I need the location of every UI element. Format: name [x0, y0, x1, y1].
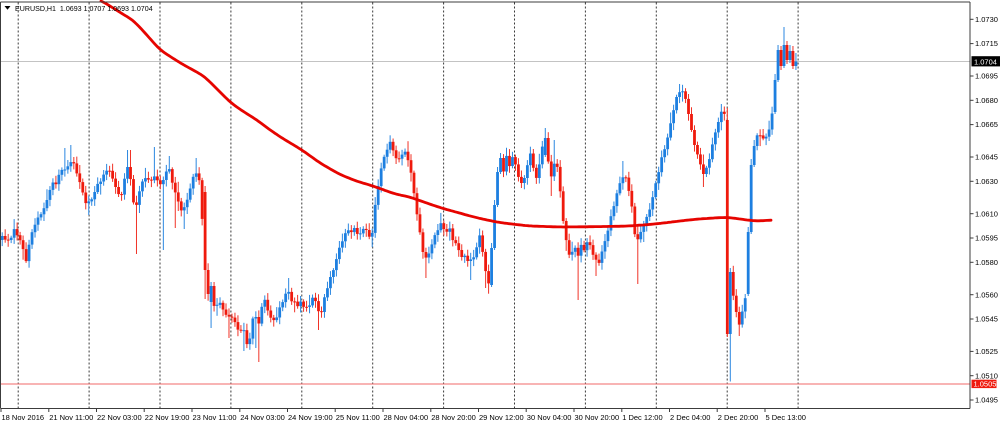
svg-text:1 Dec 12:00: 1 Dec 12:00 [622, 413, 662, 422]
svg-text:22 Nov 03:00: 22 Nov 03:00 [97, 413, 142, 422]
svg-text:1.0560: 1.0560 [975, 290, 998, 299]
svg-text:1.0715: 1.0715 [975, 39, 998, 48]
svg-text:1.0704: 1.0704 [974, 57, 997, 66]
svg-text:24 Nov 19:00: 24 Nov 19:00 [288, 413, 333, 422]
svg-text:30 Nov 20:00: 30 Nov 20:00 [575, 413, 620, 422]
svg-text:1.0645: 1.0645 [975, 153, 998, 162]
svg-text:1.0680: 1.0680 [975, 96, 998, 105]
svg-text:1.0595: 1.0595 [975, 234, 998, 243]
svg-text:1.0630: 1.0630 [975, 177, 998, 186]
svg-text:1.0525: 1.0525 [975, 347, 998, 356]
svg-text:EURUSD,H1 1.0693 1.0707 1.069: EURUSD,H1 1.0693 1.0707 1.0693 1.0704 [15, 5, 153, 13]
svg-text:1.0695: 1.0695 [975, 72, 998, 81]
svg-text:1.0495: 1.0495 [975, 396, 998, 405]
svg-text:5 Dec 13:00: 5 Dec 13:00 [766, 413, 806, 422]
svg-text:1.0730: 1.0730 [975, 15, 998, 24]
svg-text:2 Dec 20:00: 2 Dec 20:00 [718, 413, 758, 422]
svg-text:1.0580: 1.0580 [975, 258, 998, 267]
svg-text:25 Nov 11:00: 25 Nov 11:00 [336, 413, 380, 422]
svg-text:23 Nov 11:00: 23 Nov 11:00 [193, 413, 237, 422]
svg-text:28 Nov 20:00: 28 Nov 20:00 [431, 413, 476, 422]
svg-text:18 Nov 2016: 18 Nov 2016 [2, 413, 45, 422]
svg-text:2 Dec 04:00: 2 Dec 04:00 [670, 413, 710, 422]
svg-text:29 Nov 12:00: 29 Nov 12:00 [479, 413, 524, 422]
svg-text:28 Nov 04:00: 28 Nov 04:00 [384, 413, 429, 422]
svg-text:21 Nov 11:00: 21 Nov 11:00 [49, 413, 93, 422]
svg-text:1.0545: 1.0545 [975, 315, 998, 324]
svg-text:1.0610: 1.0610 [975, 209, 998, 218]
svg-text:22 Nov 19:00: 22 Nov 19:00 [145, 413, 190, 422]
svg-text:30 Nov 04:00: 30 Nov 04:00 [527, 413, 572, 422]
svg-text:24 Nov 03:00: 24 Nov 03:00 [240, 413, 285, 422]
svg-text:1.0665: 1.0665 [975, 120, 998, 129]
svg-text:1.0505: 1.0505 [974, 380, 997, 389]
svg-text:1.0510: 1.0510 [975, 371, 998, 380]
